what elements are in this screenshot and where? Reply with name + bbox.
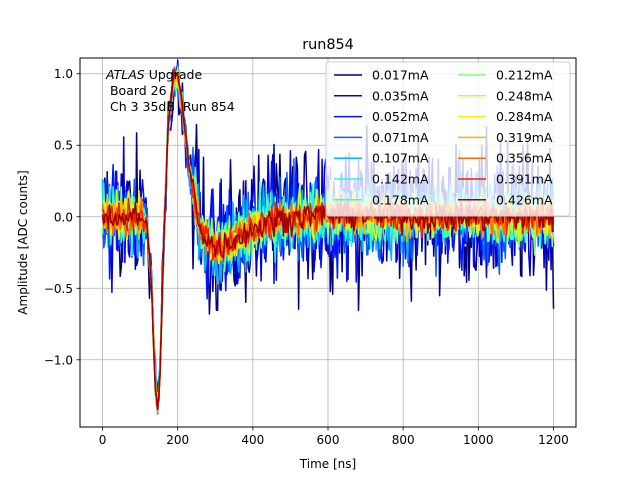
y-tick-label: −1.0 bbox=[44, 353, 73, 367]
legend-label: 0.356mA bbox=[496, 151, 553, 166]
x-tick-label: 400 bbox=[241, 433, 264, 447]
legend-label: 0.071mA bbox=[372, 130, 429, 145]
annotation-upgrade: Upgrade bbox=[145, 67, 203, 82]
annotation: ATLAS Upgrade Board 26 Ch 3 35dB Run 854 bbox=[105, 67, 235, 114]
legend-label: 0.391mA bbox=[496, 172, 553, 187]
legend-box bbox=[325, 61, 571, 217]
legend-label: 0.052mA bbox=[372, 109, 429, 124]
annotation-line-3: Ch 3 35dB Run 854 bbox=[106, 99, 235, 114]
legend: 0.017mA 0.035mA 0.052mA 0.071mA 0.107mA 0.142… bbox=[325, 61, 571, 217]
y-tick-label: 0.0 bbox=[54, 210, 73, 224]
series-line bbox=[101, 66, 555, 401]
x-tick-label: 600 bbox=[317, 433, 340, 447]
annotation-line-2: Board 26 bbox=[106, 83, 167, 98]
x-tick-label: 1000 bbox=[463, 433, 494, 447]
x-axis-label: Time [ns] bbox=[299, 457, 356, 471]
x-tick-label: 800 bbox=[392, 433, 415, 447]
legend-label: 0.319mA bbox=[496, 130, 553, 145]
legend-label: 0.426mA bbox=[496, 192, 553, 207]
x-tick-label: 200 bbox=[166, 433, 189, 447]
annotation-atlas: ATLAS bbox=[105, 67, 145, 82]
legend-label: 0.284mA bbox=[496, 109, 553, 124]
legend-label: 0.107mA bbox=[372, 151, 429, 166]
chart-title: run854 bbox=[302, 37, 354, 53]
y-tick-label: −0.5 bbox=[44, 282, 73, 296]
y-tick-label: 0.5 bbox=[54, 139, 73, 153]
legend-label: 0.017mA bbox=[372, 68, 429, 83]
x-axis-ticks: 0 200 400 600 800 1000 1200 bbox=[99, 427, 569, 447]
y-axis-ticks: −1.0 −0.5 0.0 0.5 1.0 bbox=[44, 67, 80, 367]
x-tick-label: 1200 bbox=[538, 433, 569, 447]
x-tick-label: 0 bbox=[99, 433, 107, 447]
legend-label: 0.142mA bbox=[372, 172, 429, 187]
legend-label: 0.178mA bbox=[372, 192, 429, 207]
y-axis-label: Amplitude [ADC counts] bbox=[16, 170, 30, 314]
y-tick-label: 1.0 bbox=[54, 67, 73, 81]
legend-label: 0.248mA bbox=[496, 88, 553, 103]
annotation-line-1: ATLAS Upgrade bbox=[105, 67, 202, 82]
legend-label: 0.212mA bbox=[496, 68, 553, 83]
legend-label: 0.035mA bbox=[372, 88, 429, 103]
